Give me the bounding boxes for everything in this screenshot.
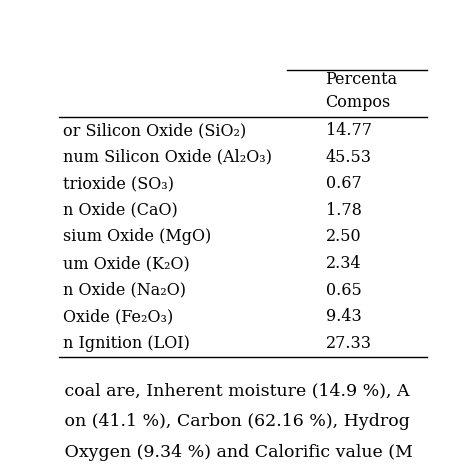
Text: Compos: Compos xyxy=(326,94,391,111)
Text: Percenta: Percenta xyxy=(326,71,398,88)
Text: trioxide (SO₃): trioxide (SO₃) xyxy=(63,175,174,192)
Text: num Silicon Oxide (Al₂O₃): num Silicon Oxide (Al₂O₃) xyxy=(63,148,272,165)
Text: sium Oxide (MgO): sium Oxide (MgO) xyxy=(63,228,211,246)
Text: 1.78: 1.78 xyxy=(326,202,362,219)
Text: 2.50: 2.50 xyxy=(326,228,361,246)
Text: Oxygen (9.34 %) and Calorific value (M: Oxygen (9.34 %) and Calorific value (M xyxy=(59,445,413,462)
Text: 0.67: 0.67 xyxy=(326,175,361,192)
Text: 2.34: 2.34 xyxy=(326,255,361,272)
Text: um Oxide (K₂O): um Oxide (K₂O) xyxy=(63,255,190,272)
Text: 14.77: 14.77 xyxy=(326,122,372,139)
Text: 45.53: 45.53 xyxy=(326,148,372,165)
Text: 27.33: 27.33 xyxy=(326,335,372,352)
Text: 9.43: 9.43 xyxy=(326,309,361,326)
Text: 0.65: 0.65 xyxy=(326,282,361,299)
Text: or Silicon Oxide (SiO₂): or Silicon Oxide (SiO₂) xyxy=(63,122,246,139)
Text: coal are, Inherent moisture (14.9 %), A: coal are, Inherent moisture (14.9 %), A xyxy=(59,383,410,400)
Text: on (41.1 %), Carbon (62.16 %), Hydrog: on (41.1 %), Carbon (62.16 %), Hydrog xyxy=(59,413,410,430)
Text: n Ignition (LOI): n Ignition (LOI) xyxy=(63,335,190,352)
Text: n Oxide (Na₂O): n Oxide (Na₂O) xyxy=(63,282,186,299)
Text: Oxide (Fe₂O₃): Oxide (Fe₂O₃) xyxy=(63,309,173,326)
Text: n Oxide (CaO): n Oxide (CaO) xyxy=(63,202,178,219)
